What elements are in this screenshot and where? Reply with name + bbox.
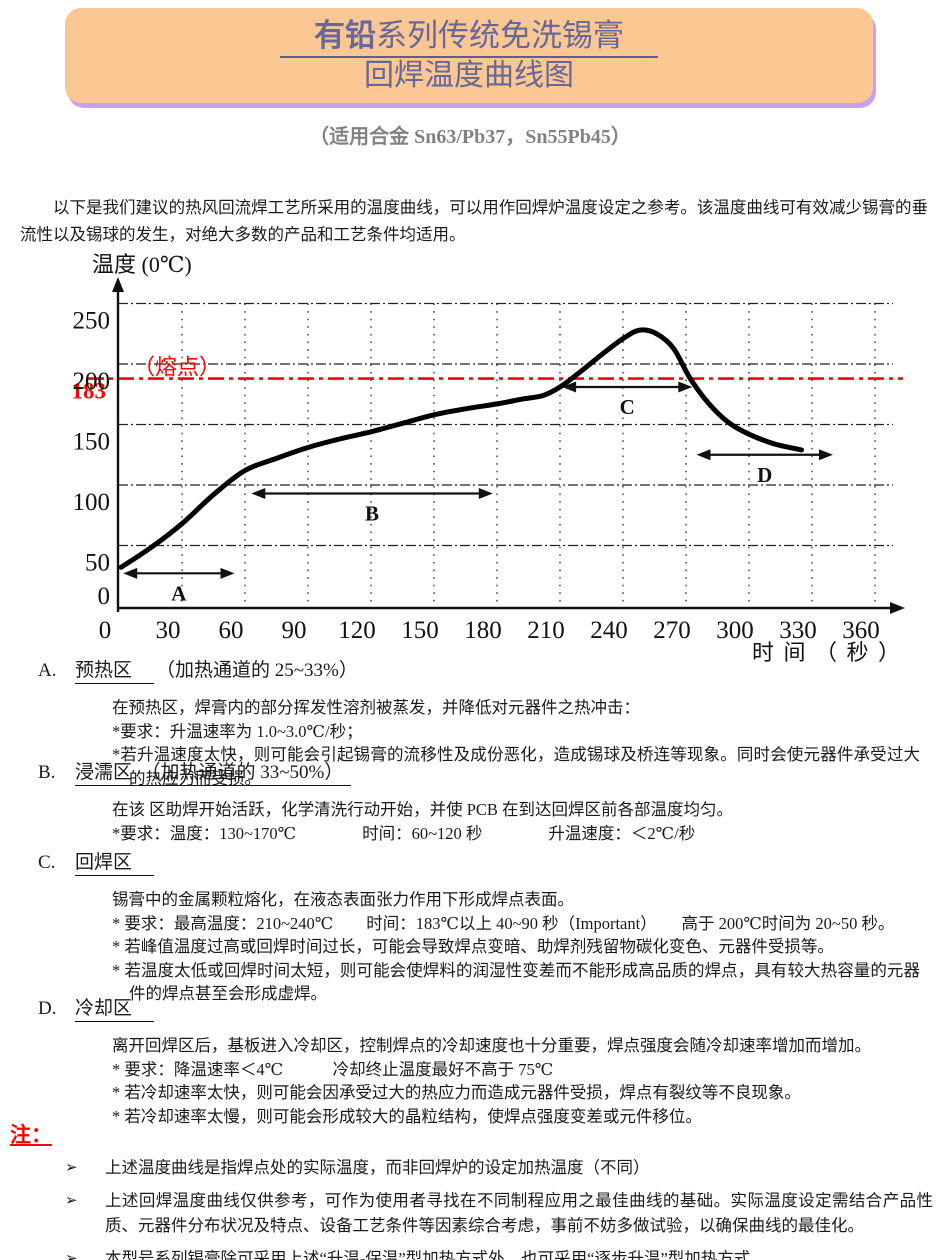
zone-label-b: B xyxy=(365,501,379,525)
x-tick-label: 270 xyxy=(653,617,691,644)
note-text: 上述回焊温度曲线仅供参考，可作为使用者寻找在不同制程应用之最佳曲线的基础。实际温… xyxy=(105,1190,933,1236)
arrow-bullet-icon: ➢ xyxy=(65,1190,78,1209)
y-tick-label: 250 xyxy=(73,308,111,335)
x-tick-label: 210 xyxy=(527,617,565,644)
arrow-left-head-icon xyxy=(696,449,711,461)
arrow-bullet-icon: ➢ xyxy=(65,1158,78,1176)
section-heading: D. 冷却区 xyxy=(0,996,940,1022)
section-line: *要求：温度：130~170℃ 时间：60~120 秒 升温速度：＜2℃/秒 xyxy=(112,823,696,843)
section-line: * 要求：降温速率＜4℃ 冷却终止温度最好不高于 75℃ xyxy=(112,1059,554,1079)
reflow-temperature-chart: 183 （熔点） 0 50 100 150 200 250 0 30 60 90 120 150 180 21… xyxy=(72,252,905,665)
section-line: * 若冷却速率太快，则可能会因承受过大的热应力而造成元器件受损，焊点有裂纹等不良… xyxy=(112,1083,801,1102)
note-item: ➢ 本型号系列锡膏除可采用上述“升温-保温”型加热方式外，也可采用“逐步升温”型加… xyxy=(0,1246,940,1260)
note-item: ➢ 上述回焊温度曲线仅供参考，可作为使用者寻找在不同制程应用之最佳曲线的基础。实际… xyxy=(0,1188,940,1239)
melting-point-label: （熔点） xyxy=(133,355,221,380)
section-line: 锡膏中的金属颗粒熔化，在液态表面张力作用下形成焊点表面。 xyxy=(112,890,574,909)
notes-list: ➢ 上述温度曲线是指焊点处的实际温度，而非回焊炉的设定加热温度（不同） ➢ 上述回焊温… xyxy=(0,1155,940,1260)
section-b: B. 浸濡区 （加热通道的 33~50%） 在该 区助焊开始活跃，化学清洗行动开始，… xyxy=(0,760,940,845)
alloy-subtitle: （适用合金 Sn63/Pb37，Sn55Pb45） xyxy=(309,126,631,148)
x-axis-title: 时 间 （ 秒 ） xyxy=(752,640,902,665)
melting-point-value: 183 xyxy=(72,379,107,404)
title-banner: 有铅系列传统免洗锡膏 回焊温度曲线图 xyxy=(65,8,873,103)
x-tick-label: 300 xyxy=(716,617,754,644)
x-axis-arrowhead-icon xyxy=(890,602,905,614)
section-line: * 若峰值温度过高或回焊时间过长，可能会导致焊点变暗、助焊剂残留物碳化变色、元器… xyxy=(112,937,834,956)
x-tick-label: 330 xyxy=(779,617,817,644)
note-item: ➢ 上述温度曲线是指焊点处的实际温度，而非回焊炉的设定加热温度（不同） xyxy=(0,1155,940,1181)
section-title: 预热区 xyxy=(75,660,155,684)
y-tick-label: 50 xyxy=(85,550,110,577)
intro-paragraph: 以下是我们建议的热风回流焊工艺所采用的温度曲线，可以用作回焊炉温度设定之参考。该… xyxy=(20,198,928,244)
title-underline: 有铅系列传统免洗锡膏 xyxy=(280,18,658,58)
y-tick-label: 0 xyxy=(98,583,111,610)
section-d: D. 冷却区离开回焊区后，基板进入冷却区，控制焊点的冷却速度也十分重要，焊点强度会… xyxy=(0,996,940,1128)
notes-label: 注： xyxy=(10,1123,52,1147)
section-line: 在预热区，焊膏内的部分挥发性溶剂被蒸发，并降低对元器件之热冲击： xyxy=(112,698,640,717)
x-tick-label: 0 xyxy=(99,617,112,644)
arrow-right-head-icon xyxy=(678,381,693,393)
section-c: C. 回焊区锡膏中的金属颗粒熔化，在液态表面张力作用下形成焊点表面。 * 要求：最高… xyxy=(0,850,940,1006)
arrow-left-head-icon xyxy=(251,487,266,499)
x-tick-label: 30 xyxy=(156,617,181,644)
section-body: 在预热区，焊膏内的部分挥发性溶剂被蒸发，并降低对元器件之热冲击： *要求：升温速率… xyxy=(112,696,920,790)
arrow-right-head-icon xyxy=(478,487,493,499)
section-letter: A. xyxy=(38,660,57,681)
notes-block: 注： ➢ 上述温度曲线是指焊点处的实际温度，而非回焊炉的设定加热温度（不同） ➢ 上述… xyxy=(0,1122,940,1260)
section-heading: C. 回焊区 xyxy=(0,850,940,876)
x-tick-label: 360 xyxy=(842,617,880,644)
x-tick-label: 240 xyxy=(590,617,628,644)
section-title: 浸濡区 （加热通道的 33~50%） xyxy=(75,762,352,786)
arrow-right-head-icon xyxy=(220,567,235,579)
x-tick-label: 120 xyxy=(338,617,376,644)
zone-label-d: D xyxy=(757,463,772,487)
section-body: 锡膏中的金属颗粒熔化，在液态表面张力作用下形成焊点表面。 * 要求：最高温度：21… xyxy=(112,888,920,1006)
title-bold-part: 有铅 xyxy=(314,18,376,53)
y-axis-arrowhead-icon xyxy=(112,277,124,292)
y-tick-label: 100 xyxy=(73,489,111,516)
zone-label-c: C xyxy=(620,395,635,419)
section-line: 在该 区助焊开始活跃，化学清洗行动开始，并使 PCB 在到达回焊区前各部温度均匀… xyxy=(112,800,734,819)
section-a: A. 预热区 （加热通道的 25~33%） 在预热区，焊膏内的部分挥发性溶剂被蒸发，并… xyxy=(0,658,940,790)
section-body: 离开回焊区后，基板进入冷却区，控制焊点的冷却速度也十分重要，焊点强度会随冷却速率… xyxy=(112,1034,920,1128)
section-letter: B. xyxy=(38,762,56,783)
x-tick-label: 180 xyxy=(464,617,502,644)
section-title: 冷却区 xyxy=(75,998,155,1022)
arrow-bullet-icon: ➢ xyxy=(65,1248,78,1260)
doc-title-line2: 回焊温度曲线图 xyxy=(364,59,574,92)
section-line: *要求：升温速率为 1.0~3.0℃/秒； xyxy=(112,721,363,741)
x-tick-label: 150 xyxy=(401,617,439,644)
arrow-right-head-icon xyxy=(819,449,833,461)
section-line: * 若温度太低或回焊时间太短，则可能会使焊料的润湿性变差而不能形成高品质的焊点，… xyxy=(112,960,920,1004)
section-heading: A. 预热区 （加热通道的 25~33%） xyxy=(0,658,940,684)
section-heading: B. 浸濡区 （加热通道的 33~50%） xyxy=(0,760,940,786)
section-title: 回焊区 xyxy=(75,852,155,876)
section-letter: D. xyxy=(38,998,57,1019)
doc-title-line1: 有铅系列传统免洗锡膏 xyxy=(280,18,658,58)
y-axis-title: 温度 (0℃) xyxy=(92,252,192,277)
section-line: *若升温速度太快，则可能会引起锡膏的流移性及成份恶化，造成锡球及桥连等现象。同时… xyxy=(112,745,920,788)
note-text: 上述温度曲线是指焊点处的实际温度，而非回焊炉的设定加热温度（不同） xyxy=(105,1158,650,1177)
y-tick-label: 200 xyxy=(73,368,111,395)
section-letter: C. xyxy=(38,852,56,873)
section-line: 离开回焊区后，基板进入冷却区，控制焊点的冷却速度也十分重要，焊点强度会随冷却速率… xyxy=(112,1036,871,1055)
x-tick-label: 90 xyxy=(282,617,307,644)
section-line: * 若冷却速率太慢，则可能会形成较大的晶粒结构，使焊点强度变差或元件移位。 xyxy=(112,1106,702,1126)
zone-label-a: A xyxy=(171,581,187,605)
y-tick-label: 150 xyxy=(73,429,111,456)
note-text: 本型号系列锡膏除可采用上述“升温-保温”型加热方式外，也可采用“逐步升温”型加热… xyxy=(105,1248,767,1260)
section-body: 在该 区助焊开始活跃，化学清洗行动开始，并使 PCB 在到达回焊区前各部温度均匀… xyxy=(112,798,920,845)
temperature-curve xyxy=(118,327,804,570)
title-rest-part: 系列传统免洗锡膏 xyxy=(376,18,624,53)
x-tick-label: 60 xyxy=(219,617,244,644)
arrow-left-head-icon xyxy=(562,381,577,393)
section-paren: （加热通道的 25~33%） xyxy=(156,660,358,681)
arrow-left-head-icon xyxy=(123,567,138,579)
section-line: * 要求：最高温度：210~240℃ 时间：183℃以上 40~90 秒（Imp… xyxy=(112,913,895,933)
